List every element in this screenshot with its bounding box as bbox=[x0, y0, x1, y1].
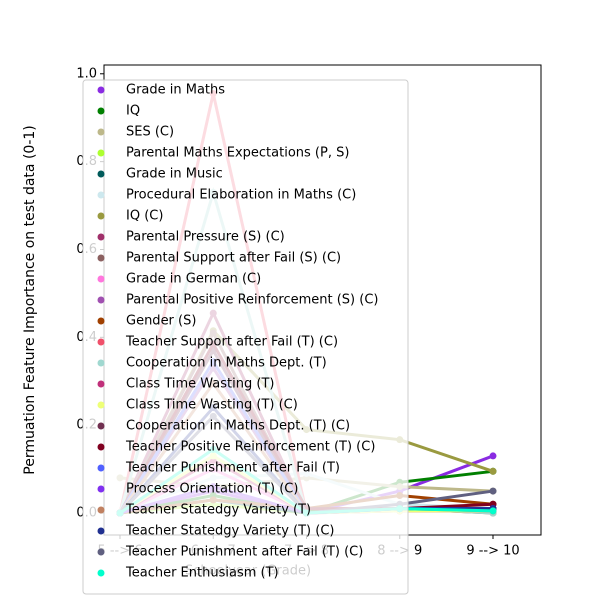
legend-label: Procedural Elaboration in Maths (C) bbox=[126, 188, 356, 203]
legend-marker bbox=[97, 569, 105, 577]
legend-marker bbox=[97, 359, 105, 367]
legend-label: Grade in Music bbox=[126, 167, 223, 182]
legend-marker bbox=[97, 233, 105, 241]
legend-marker bbox=[97, 254, 105, 262]
legend-label: Grade in Maths bbox=[126, 83, 225, 98]
legend-marker bbox=[97, 401, 105, 409]
legend-marker bbox=[97, 275, 105, 283]
y-tick-label: 1.0 bbox=[76, 66, 97, 81]
legend-label: Cooperation in Maths Dept. (T) (C) bbox=[126, 419, 350, 434]
legend-label: IQ (C) bbox=[126, 209, 163, 224]
legend-marker bbox=[97, 506, 105, 514]
legend-marker bbox=[97, 380, 105, 388]
legend-label: Parental Maths Expectations (P, S) bbox=[126, 146, 349, 161]
legend-label: Process Orientation (T) (C) bbox=[126, 482, 298, 497]
legend-label: Teacher Statedgy Variety (T) (C) bbox=[125, 524, 334, 539]
legend-label: Class Time Wasting (T) (C) bbox=[126, 398, 298, 413]
legend-marker bbox=[97, 464, 105, 472]
legend-marker bbox=[97, 128, 105, 136]
legend-label: Parental Support after Fail (S) (C) bbox=[126, 251, 341, 266]
legend-label: Parental Positive Reinforcement (S) (C) bbox=[126, 293, 378, 308]
legend-marker bbox=[97, 317, 105, 325]
legend-label: Teacher Positive Reinforcement (T) (C) bbox=[125, 440, 375, 455]
data-point bbox=[489, 467, 497, 475]
legend: Grade in Maths IQ SES (C) Parental Maths Ex… bbox=[82, 79, 409, 595]
legend-marker bbox=[97, 548, 105, 556]
legend-marker bbox=[97, 170, 105, 178]
legend-label: Teacher Support after Fail (T) (C) bbox=[125, 335, 338, 350]
legend-label: IQ bbox=[126, 104, 140, 119]
legend-label: Teacher Statedgy Variety (T) bbox=[125, 503, 311, 518]
legend-marker bbox=[97, 107, 105, 115]
legend-marker bbox=[97, 338, 105, 346]
legend-box bbox=[82, 79, 409, 595]
legend-label: Parental Pressure (S) (C) bbox=[126, 230, 285, 245]
legend-label: Gender (S) bbox=[126, 314, 196, 329]
x-tick-label: 9 --> 10 bbox=[466, 544, 519, 559]
legend-label: Teacher Punishment after Fail (T) (C) bbox=[125, 545, 363, 560]
legend-marker bbox=[97, 443, 105, 451]
legend-label: Cooperation in Maths Dept. (T) bbox=[126, 356, 327, 371]
legend-marker bbox=[97, 422, 105, 430]
legend-marker bbox=[97, 149, 105, 157]
legend-label: SES (C) bbox=[126, 125, 174, 140]
legend-label: Class Time Wasting (T) bbox=[126, 377, 274, 392]
data-point bbox=[489, 452, 497, 460]
legend-marker bbox=[97, 527, 105, 535]
legend-marker bbox=[97, 86, 105, 94]
legend-marker bbox=[97, 485, 105, 493]
legend-label: Grade in German (C) bbox=[126, 272, 261, 287]
legend-marker bbox=[97, 212, 105, 220]
legend-label: Teacher Punishment after Fail (T) bbox=[125, 461, 340, 476]
legend-label: Teacher Enthusiasm (T) bbox=[125, 566, 279, 581]
data-point bbox=[489, 487, 497, 495]
y-axis-label: Permuation Feature Importance on test da… bbox=[22, 125, 38, 474]
legend-marker bbox=[97, 296, 105, 304]
data-point bbox=[489, 507, 497, 515]
legend-marker bbox=[97, 191, 105, 199]
